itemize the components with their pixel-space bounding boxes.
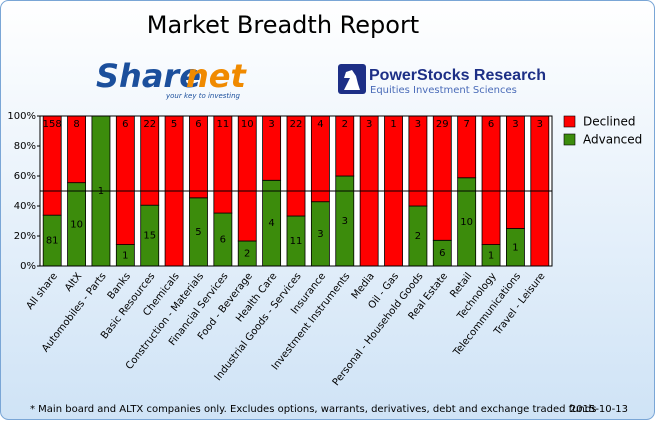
y-tick-label: 20%	[14, 231, 36, 242]
bar-segment	[115, 115, 135, 245]
data-label: 1	[390, 119, 396, 130]
bar-segment	[432, 115, 452, 241]
bar-segment	[237, 115, 257, 242]
bar-segment	[213, 115, 233, 214]
bar-segment	[481, 115, 501, 245]
data-label: 4	[268, 218, 274, 229]
data-label: 4	[317, 119, 323, 130]
legend-swatch	[563, 115, 576, 128]
y-tick-label: 40%	[14, 201, 36, 212]
data-label: 158	[43, 119, 62, 130]
logo-text: Share	[96, 57, 201, 95]
logo-text: PowerStocks Research	[369, 67, 546, 84]
footnote: * Main board and ALTX companies only. Ex…	[30, 404, 596, 415]
data-label: 3	[317, 229, 323, 240]
data-label: 7	[463, 119, 469, 130]
data-label: 22	[290, 119, 303, 130]
y-tick-label: 0%	[20, 261, 36, 272]
y-tick-label: 80%	[14, 141, 36, 152]
data-label: 11	[290, 236, 303, 247]
logo-tagline: your key to investing	[165, 92, 241, 100]
data-label: 3	[366, 119, 372, 130]
legend-label: Declined	[583, 115, 636, 129]
data-label: 3	[268, 119, 274, 130]
data-label: 6	[122, 119, 128, 130]
data-label: 15	[143, 231, 156, 242]
data-label: 2	[415, 231, 421, 242]
powerstocks-logo: PowerStocks Research Equities Investment…	[338, 64, 546, 96]
data-label: 81	[46, 236, 59, 247]
data-label: 6	[220, 235, 226, 246]
data-label: 10	[460, 217, 473, 228]
data-label: 10	[241, 119, 254, 130]
bar-segment	[506, 115, 525, 229]
date: 2015-10-13	[570, 404, 628, 415]
data-label: 6	[488, 119, 494, 130]
data-label: 29	[436, 119, 449, 130]
data-label: 6	[195, 119, 201, 130]
data-label: 5	[195, 227, 201, 238]
data-label: 8	[73, 119, 79, 130]
data-label: 11	[216, 119, 229, 130]
data-label: 1	[488, 250, 494, 261]
data-label: 1	[122, 250, 128, 261]
data-label: 3	[512, 119, 518, 130]
plot-frame	[39, 115, 553, 267]
data-label: 3	[342, 216, 348, 227]
data-label: 22	[143, 119, 156, 130]
logo-text: net	[186, 57, 247, 95]
sharenet-logo: Share net your key to investing	[96, 57, 247, 100]
data-label: 10	[70, 219, 83, 230]
chart-title: Market Breadth Report	[147, 11, 419, 39]
data-label: 6	[439, 248, 445, 259]
bar-segment	[286, 115, 306, 217]
y-tick-label: 100%	[7, 111, 36, 122]
data-label: 5	[171, 119, 177, 130]
legend-swatch	[563, 133, 576, 146]
y-tick-label: 60%	[14, 171, 36, 182]
logo-knight	[344, 70, 360, 90]
data-label: 3	[415, 119, 421, 130]
data-label: 2	[342, 119, 348, 130]
bar-segment	[42, 115, 62, 216]
data-label: 2	[244, 249, 250, 260]
data-label: 3	[537, 119, 543, 130]
logo-tagline: Equities Investment Sciences	[370, 85, 517, 96]
data-label: 1	[512, 242, 518, 253]
legend-label: Advanced	[583, 133, 642, 147]
